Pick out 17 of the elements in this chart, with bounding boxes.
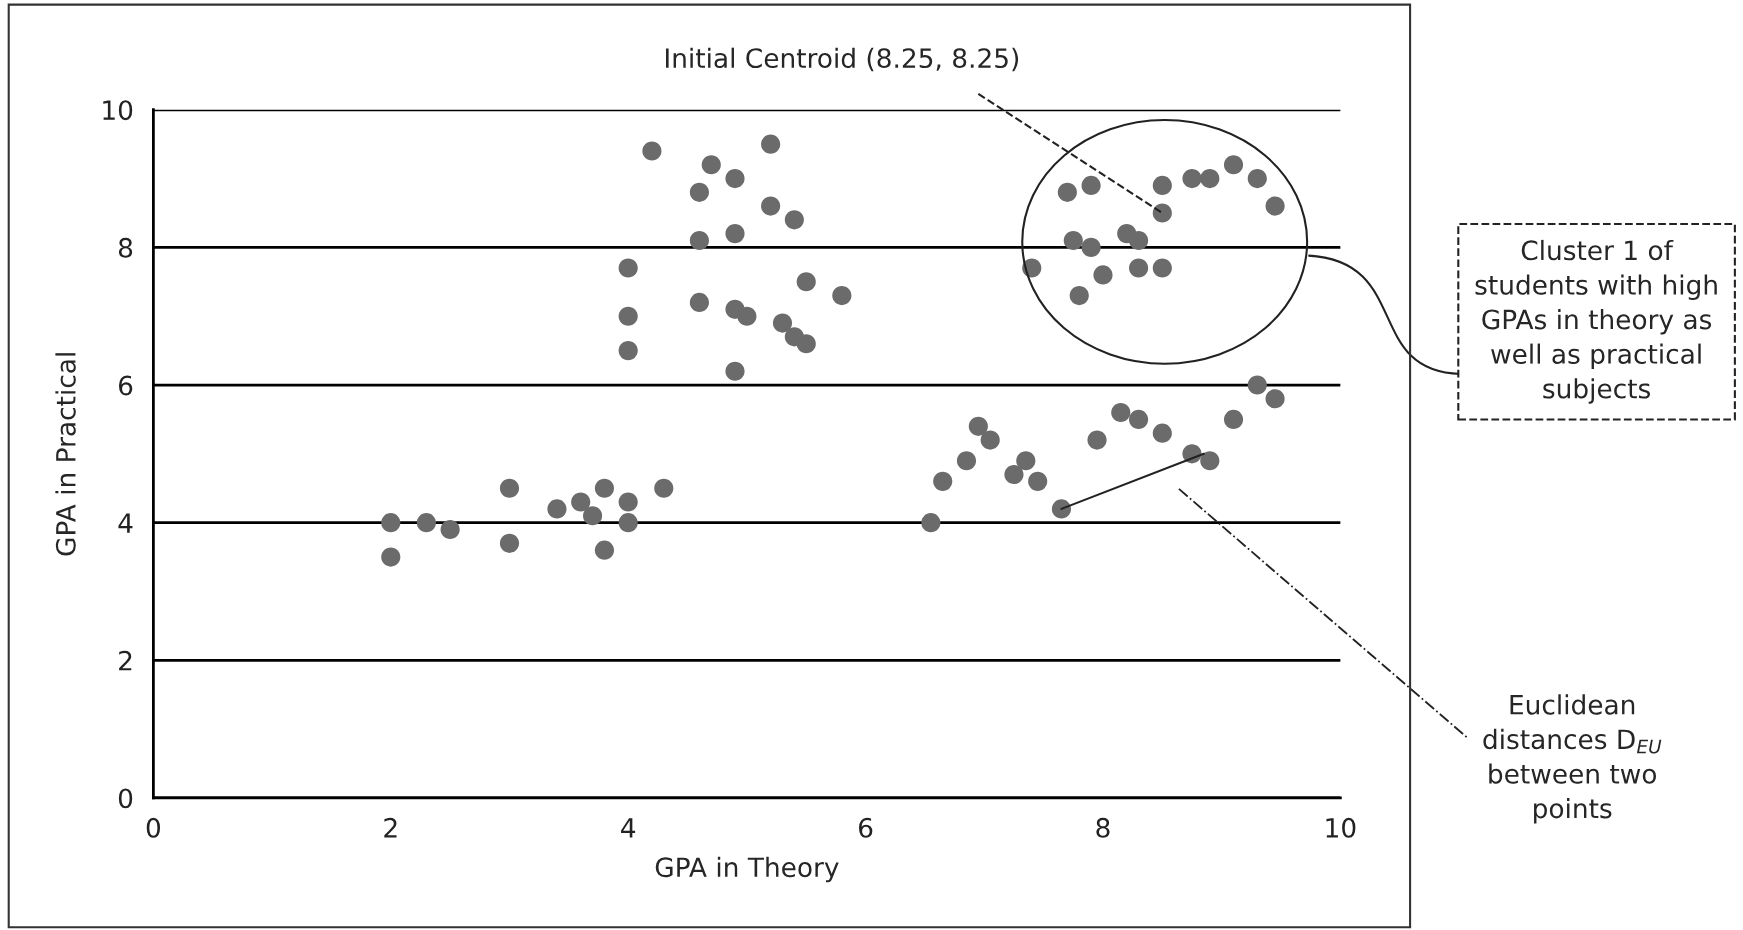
y-tick-label: 4 [118,513,133,533]
y-tick-label: 10 [103,100,133,121]
annotation: Initial Centroid (8.25, 8.25) [666,47,1019,72]
x-tick-label: 2 [384,817,397,838]
x-tick-label: 4 [621,818,636,838]
x-tick-label: 10 [1326,817,1356,838]
text: Euclidean distances D$_{EU}$ between two points [1483,694,1662,824]
x-tick-label: 8 [1096,817,1110,838]
y-tick-label: 6 [118,375,133,396]
y-tick-label: 2 [119,650,132,671]
x-tick-label: 0 [146,817,161,838]
y-tick-label: 0 [118,788,133,809]
x-axis-title: GPA in Theory [655,856,839,883]
text: Cluster 1 of students with high GPAs in theory as well as practical subjects [1475,239,1717,404]
y-tick-label: 8 [118,237,133,258]
x-tick-label: 6 [859,817,873,838]
y-axis-title: GPA in Practical [55,353,76,556]
